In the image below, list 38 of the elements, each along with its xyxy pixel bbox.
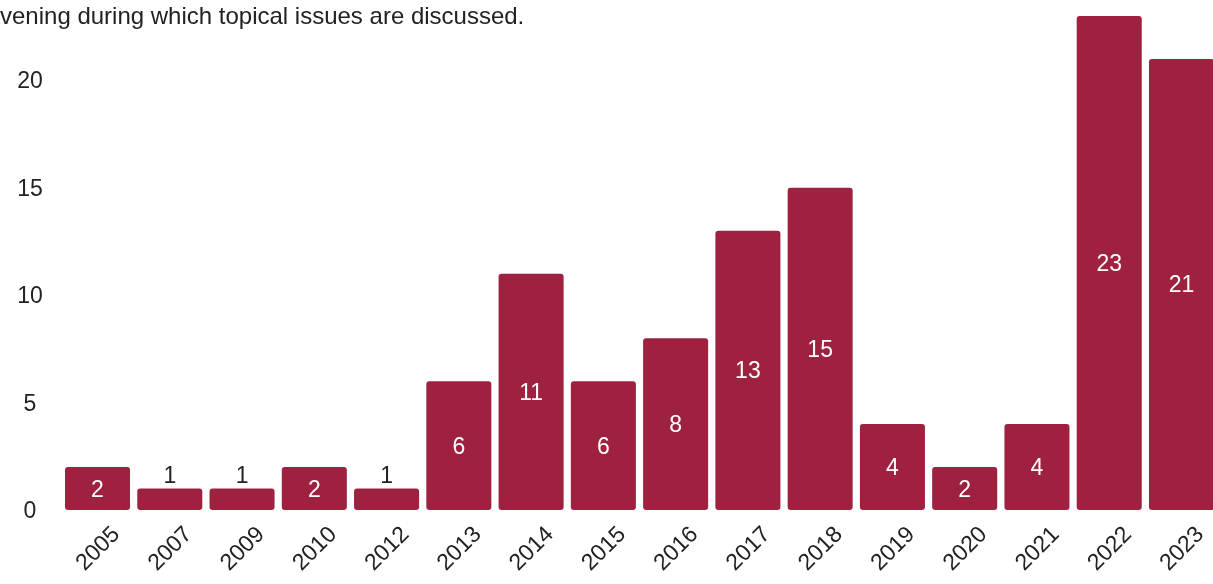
data-label: 11: [519, 378, 544, 405]
data-label: 1: [235, 461, 249, 488]
bar: [281, 467, 347, 510]
y-tick-label: 0: [23, 497, 37, 523]
bar: [137, 488, 203, 510]
y-tick-label: 20: [17, 67, 43, 94]
chart-title: vening during which topical issues are discussed.: [0, 2, 525, 29]
data-label: 2: [91, 475, 104, 502]
data-label: 23: [1096, 250, 1123, 276]
data-label: 1: [163, 461, 177, 488]
bar: [426, 381, 492, 510]
bar: [1076, 16, 1142, 510]
bar: [1148, 58, 1213, 510]
bar: [932, 467, 998, 510]
bar: [570, 381, 636, 510]
bar: [643, 338, 709, 510]
y-tick-label: 15: [17, 174, 43, 201]
data-label: 4: [1030, 454, 1044, 481]
data-label: 1: [380, 461, 393, 488]
data-label: 15: [807, 335, 833, 362]
data-label: 4: [886, 454, 900, 481]
bar: [498, 273, 564, 510]
data-label: 13: [735, 357, 761, 384]
bar: [859, 424, 925, 510]
data-label: 21: [1168, 271, 1195, 298]
bar: [209, 488, 275, 510]
bar: [715, 230, 781, 510]
bar: [65, 467, 131, 510]
y-tick-label: 10: [17, 282, 43, 309]
data-label: 6: [452, 432, 466, 459]
data-label: 2: [958, 475, 972, 502]
bar: [1004, 424, 1070, 510]
bar: [787, 187, 853, 510]
data-label: 6: [596, 432, 610, 459]
y-tick-label: 5: [23, 389, 37, 416]
data-label: 2: [307, 475, 321, 502]
data-label: 8: [669, 411, 683, 438]
bar: [354, 488, 420, 510]
